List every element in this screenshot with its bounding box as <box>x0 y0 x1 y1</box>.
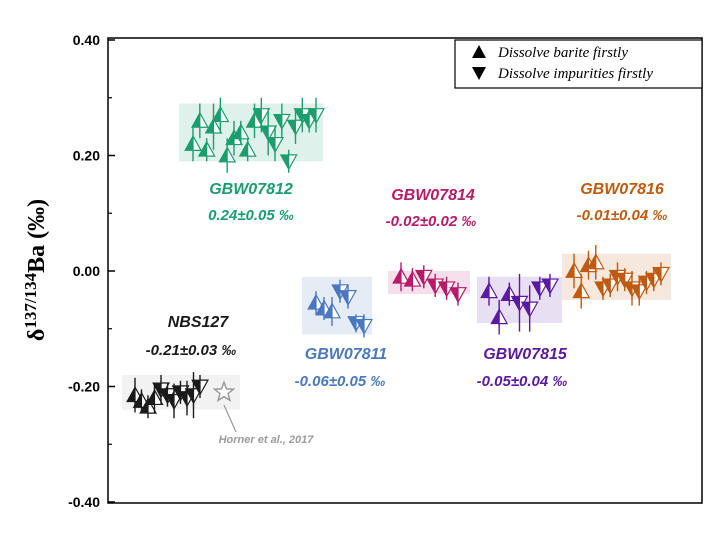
marker-open-half <box>331 301 342 319</box>
data-point-gbw07815 <box>520 285 539 332</box>
data-point-gbw07816 <box>586 245 605 280</box>
marker-open-half <box>529 301 539 319</box>
data-point-gbw07812 <box>286 109 305 144</box>
data-point-nbs127 <box>126 377 145 413</box>
sample-value-nbs127: -0.21±0.03 ‰ <box>146 342 237 359</box>
reference-star-icon <box>212 380 236 403</box>
sample-value-gbw07814: -0.02±0.02 ‰ <box>386 213 477 230</box>
marker-open-half <box>580 280 591 299</box>
marker-open-half <box>434 278 445 296</box>
marker-open-half <box>206 139 216 157</box>
marker-open-half <box>595 252 605 270</box>
sample-name-gbw07811: GBW07811 <box>305 346 388 363</box>
data-point-gbw07812 <box>211 97 230 133</box>
marker-open-half <box>199 110 209 128</box>
data-point-nbs127 <box>191 374 210 399</box>
marker-open-half <box>288 154 298 172</box>
marker-open-half <box>260 108 271 126</box>
marker-open-half <box>315 108 326 126</box>
marker-open-half <box>192 133 203 151</box>
data-point-gbw07815 <box>541 273 560 297</box>
data-point-gbw07812 <box>238 138 257 162</box>
data-point-gbw07814 <box>426 273 445 297</box>
sample-value-gbw07815: -0.05±0.04 ‰ <box>477 373 568 390</box>
data-point-gbw07816 <box>601 273 620 297</box>
sample-name-gbw07816: GBW07816 <box>580 181 664 198</box>
reference-leader-line <box>223 404 237 433</box>
data-point-gbw07812 <box>204 103 223 150</box>
data-point-gbw07816 <box>652 262 671 286</box>
marker-open-half <box>199 379 210 397</box>
marker-open-half <box>549 278 560 296</box>
legend-label: Dissolve barite firstly <box>497 45 628 61</box>
marker-open-half <box>347 289 358 308</box>
marker-filled-half <box>449 287 459 305</box>
data-point-gbw07812 <box>231 120 250 144</box>
data-point-gbw07815 <box>480 276 499 306</box>
y-tick-label: 0.00 <box>73 263 100 279</box>
sample-name-nbs127: NBS127 <box>168 314 230 331</box>
y-tick-label: -0.20 <box>68 379 100 395</box>
data-point-gbw07814 <box>392 262 411 292</box>
data-point-gbw07814 <box>437 276 456 300</box>
data-point-nbs127 <box>132 389 151 413</box>
marker-open-half <box>226 145 237 163</box>
y-tick-label: 0.20 <box>73 148 100 164</box>
marker-open-half <box>240 122 250 140</box>
y-axis-label: δ137/134Ba (‰) <box>21 199 50 341</box>
marker-open-half <box>498 306 509 325</box>
marker-open-half <box>253 110 264 128</box>
data-point-gbw07812 <box>279 149 298 173</box>
triangle-up-legend-icon <box>472 45 486 58</box>
marker-open-half <box>247 139 257 157</box>
sample-name-gbw07815: GBW07815 <box>483 346 568 363</box>
data-point-gbw07814 <box>414 265 433 289</box>
marker-open-half <box>400 266 411 284</box>
marker-filled-half <box>279 154 290 172</box>
data-point-gbw07815 <box>490 299 509 335</box>
data-point-gbw07812 <box>252 97 271 133</box>
marker-open-half <box>411 269 422 287</box>
y-tick-label: -0.40 <box>68 494 100 510</box>
legend-box <box>454 39 703 89</box>
y-tick-label: 0.40 <box>73 32 100 48</box>
data-point-gbw07812 <box>266 126 285 162</box>
data-point-gbw07814 <box>449 282 468 306</box>
sample-value-gbw07811: -0.06±0.05 ‰ <box>295 373 386 390</box>
data-point-gbw07812 <box>218 138 237 173</box>
data-point-gbw07814 <box>403 268 422 292</box>
data-point-gbw07812 <box>197 138 216 162</box>
triangle-down-legend-icon <box>472 67 486 80</box>
data-point-gbw07812 <box>190 103 209 139</box>
marker-open-half <box>457 287 468 305</box>
sample-name-gbw07812: GBW07812 <box>209 181 293 198</box>
sample-name-gbw07814: GBW07814 <box>391 187 475 204</box>
legend-label: Dissolve impurities firstly <box>497 66 653 82</box>
data-point-gbw07811 <box>307 291 326 315</box>
data-point-gbw07812 <box>259 109 278 156</box>
data-point-gbw07811 <box>323 296 342 326</box>
data-point-gbw07812 <box>272 103 291 139</box>
data-point-gbw07811 <box>339 285 358 309</box>
marker-open-half <box>660 266 671 285</box>
marker-open-half <box>488 280 499 299</box>
marker-open-half <box>212 116 223 134</box>
sample-value-gbw07816: -0.01±0.04 ‰ <box>577 207 668 224</box>
marker-open-half <box>294 119 305 137</box>
sample-value-gbw07812: 0.24±0.05 ‰ <box>208 207 294 224</box>
data-point-gbw07816 <box>572 273 591 309</box>
data-point-gbw07816 <box>565 253 584 289</box>
reference-label: Horner et al., 2017 <box>219 434 315 446</box>
data-point-gbw07812 <box>307 97 326 133</box>
marker-open-half <box>573 260 584 278</box>
marker-open-half <box>281 113 291 132</box>
marker-open-half <box>274 136 285 155</box>
data-point-gbw07811 <box>355 314 374 338</box>
marker-open-half <box>219 104 230 123</box>
marker-open-half <box>363 318 374 337</box>
marker-open-half <box>267 125 278 143</box>
data-point-gbw07812 <box>184 126 203 162</box>
marker-open-half <box>423 269 433 288</box>
